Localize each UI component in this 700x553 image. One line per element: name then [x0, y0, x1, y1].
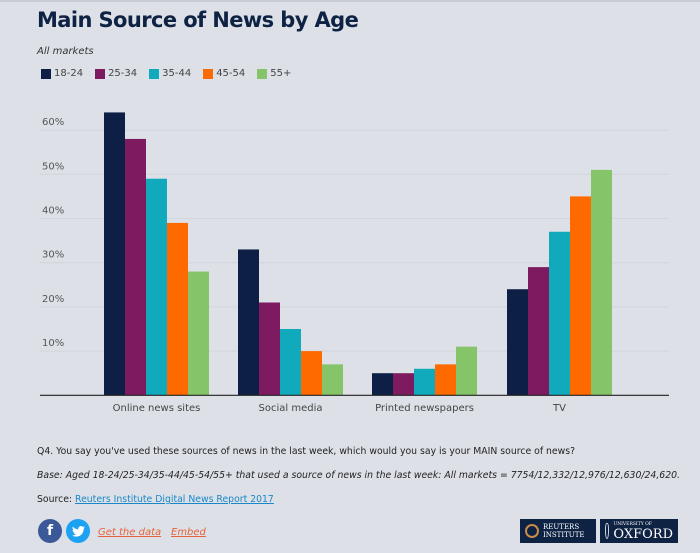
legend-item: 35-44: [149, 68, 191, 79]
facebook-share-button[interactable]: f: [38, 519, 62, 543]
bar-35-44-social-media: [280, 329, 301, 396]
bar-45-54-social-media: [301, 351, 322, 396]
reuters-logo-line2: INSTITUTE: [543, 531, 585, 539]
reuters-logo-line1: REUTERS: [543, 523, 580, 531]
share-buttons: f: [38, 519, 90, 543]
oxford-crest-icon: [605, 523, 610, 539]
oxford-logo-line2: OXFORD: [613, 526, 673, 542]
bar-25-34-printed-newspapers: [393, 373, 414, 396]
legend-item: 55+: [257, 68, 291, 79]
legend-swatch: [95, 68, 106, 79]
base-note: Base: Aged 18-24/25-34/35-44/45-54/55+ t…: [37, 470, 680, 481]
bar-35-44-tv: [549, 231, 570, 396]
bar-25-34-social-media: [259, 302, 280, 396]
legend-item: 18-24: [41, 68, 83, 79]
legend-label: 35-44: [162, 68, 192, 79]
source-link[interactable]: Reuters Institute Digital News Report 20…: [75, 494, 274, 505]
y-tick-label: 20%: [42, 294, 64, 305]
source-label: Source:: [37, 494, 76, 505]
reuters-institute-logo[interactable]: REUTERS INSTITUTE: [520, 519, 596, 543]
bar-18-24-printed-newspapers: [372, 373, 393, 396]
x-tick-label: Online news sites: [113, 403, 201, 414]
legend-swatch: [203, 68, 214, 79]
twitter-icon: [71, 525, 85, 537]
bar-25-34-tv: [528, 267, 549, 396]
legend-item: 45-54: [203, 68, 245, 79]
bar-55+-online-news-sites: [188, 271, 209, 396]
legend: 18-24 25-34 35-44 45-54 55+: [41, 68, 291, 79]
bar-45-54-online-news-sites: [167, 222, 188, 396]
bar-55+-social-media: [322, 364, 343, 396]
oxford-logo-line1: UNIVERSITY OF: [613, 521, 652, 527]
y-tick-label: 50%: [42, 161, 64, 172]
twitter-share-button[interactable]: [66, 519, 90, 543]
get-the-data-link[interactable]: Get the data: [98, 527, 162, 538]
legend-swatch: [41, 68, 51, 79]
bar-chart: 10% 20% 30% 40% 50% 60% Online news sites Socia…: [40, 112, 669, 414]
reuters-emblem-icon: [525, 524, 539, 538]
x-tick-label: TV: [552, 403, 566, 414]
x-tick-label: Social media: [259, 403, 323, 414]
legend-label: 18-24: [54, 68, 84, 79]
y-tick-label: 30%: [42, 250, 64, 261]
legend-label: 45-54: [216, 68, 246, 79]
chart-subtitle: All markets: [37, 46, 94, 57]
embed-link[interactable]: Embed: [171, 527, 206, 538]
oxford-logo[interactable]: UNIVERSITY OF OXFORD: [600, 519, 678, 543]
legend-swatch: [257, 68, 268, 79]
facebook-icon: f: [46, 523, 54, 539]
bar-18-24-social-media: [238, 249, 259, 396]
y-tick-label: 10%: [42, 338, 64, 349]
legend-label: 55+: [270, 68, 292, 79]
chart-title: Main Source of News by Age: [37, 8, 359, 32]
bar-45-54-printed-newspapers: [435, 364, 456, 396]
x-tick-label: Printed newspapers: [375, 403, 474, 414]
legend-item: 25-34: [95, 68, 137, 79]
legend-swatch: [149, 68, 160, 79]
source-line: Source: Reuters Institute Digital News R…: [37, 494, 274, 505]
bar-25-34-online-news-sites: [125, 138, 146, 396]
bar-18-24-tv: [507, 289, 528, 396]
bar-55+-printed-newspapers: [456, 346, 477, 396]
bar-35-44-online-news-sites: [146, 178, 167, 396]
y-tick-label: 60%: [42, 117, 64, 128]
bar-55+-tv: [591, 169, 612, 396]
bar-45-54-tv: [570, 196, 591, 396]
survey-question: Q4. You say you've used these sources of…: [37, 446, 576, 457]
bar-35-44-printed-newspapers: [414, 368, 435, 396]
y-tick-label: 40%: [42, 206, 64, 217]
bar-18-24-online-news-sites: [104, 112, 125, 396]
legend-label: 25-34: [108, 68, 138, 79]
